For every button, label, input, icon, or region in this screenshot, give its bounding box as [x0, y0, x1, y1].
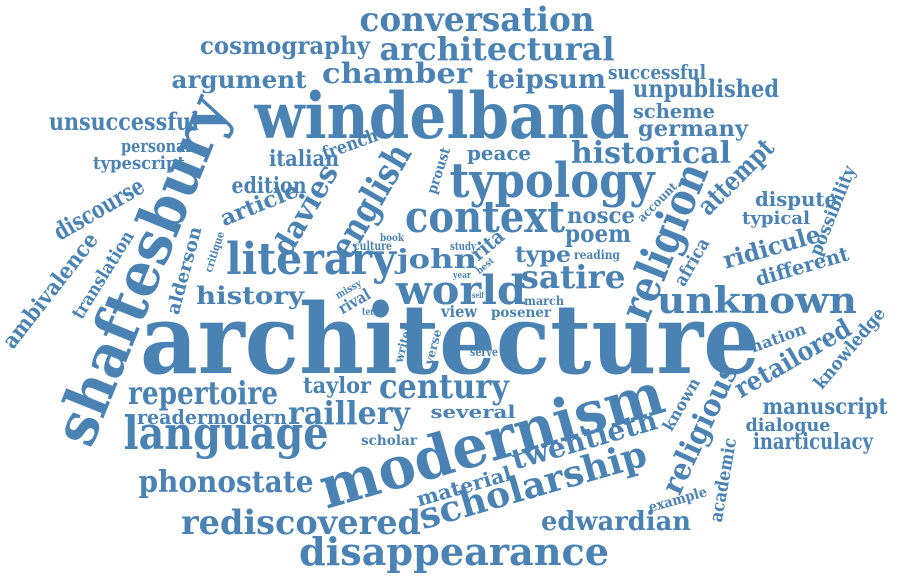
- word-study: study: [450, 240, 476, 253]
- word-reading: reading: [574, 248, 621, 262]
- word-historical: historical: [571, 136, 731, 171]
- word-language: language: [124, 406, 329, 460]
- word-raillery: raillery: [288, 394, 411, 432]
- word-reader: reader: [137, 405, 207, 429]
- word-poem: poem: [565, 219, 631, 248]
- word-rediscovered: rediscovered: [181, 503, 421, 543]
- word-critique: critique: [202, 230, 227, 274]
- word-repertoire: repertoire: [128, 374, 278, 412]
- word-john: john: [395, 245, 478, 275]
- word-typescript: typescript: [93, 153, 186, 174]
- word-architectural: architectural: [380, 30, 615, 68]
- word-unsuccessful: unsuccessful: [49, 107, 199, 136]
- word-modern: modern: [207, 405, 287, 429]
- word-typology: typology: [450, 153, 657, 209]
- word-literary: literary: [226, 234, 397, 285]
- word-disappearance: disappearance: [299, 529, 609, 574]
- word-inarticulacy: inarticulacy: [753, 429, 874, 455]
- word-unknown: unknown: [657, 280, 857, 322]
- word-term: term: [362, 307, 382, 318]
- word-successful: successful: [608, 60, 706, 84]
- word-year: year: [452, 271, 471, 281]
- word-satire: satire: [521, 258, 626, 296]
- word-culture: culture: [354, 239, 392, 253]
- word-edition: edition: [232, 173, 307, 199]
- word-academic: academic: [706, 436, 741, 523]
- word-unpublished: unpublished: [633, 74, 779, 103]
- word-serve: serve: [470, 345, 498, 359]
- word-peace: peace: [467, 141, 531, 165]
- word-self: self: [472, 290, 484, 300]
- word-windelband: windelband: [254, 79, 630, 154]
- word-chamber: chamber: [322, 57, 473, 90]
- word-scheme: scheme: [633, 99, 715, 123]
- word-century: century: [379, 367, 510, 407]
- word-dialogue: dialogue: [746, 415, 831, 436]
- word-manuscript: manuscript: [763, 394, 889, 420]
- word-scholar: scholar: [361, 433, 418, 449]
- word-context: context: [405, 192, 566, 243]
- word-edwardian: edwardian: [541, 507, 691, 537]
- word-march: march: [524, 294, 564, 308]
- word-book: book: [380, 233, 405, 244]
- word-world: world: [395, 267, 526, 314]
- word-type: type: [515, 242, 571, 268]
- word-italian: italian: [269, 146, 339, 172]
- word-phonostate: phonostate: [139, 465, 314, 500]
- word-taylor: taylor: [303, 373, 371, 399]
- word-dispute: dispute: [755, 187, 837, 211]
- word-cosmography: cosmography: [200, 31, 371, 60]
- word-view: view: [440, 302, 478, 321]
- word-personal: personal: [121, 136, 191, 157]
- word-architecture: architecture: [140, 283, 760, 396]
- word-argument: argument: [172, 65, 307, 94]
- word-posener: posener: [491, 305, 552, 321]
- word-teipsum: teipsum: [486, 65, 606, 95]
- word-germany: germany: [638, 116, 749, 142]
- word-conversation: conversation: [360, 0, 595, 40]
- word-nosce: nosce: [567, 203, 635, 229]
- word-history: history: [196, 281, 305, 310]
- word-several: several: [431, 402, 516, 423]
- word-typical: typical: [742, 208, 810, 229]
